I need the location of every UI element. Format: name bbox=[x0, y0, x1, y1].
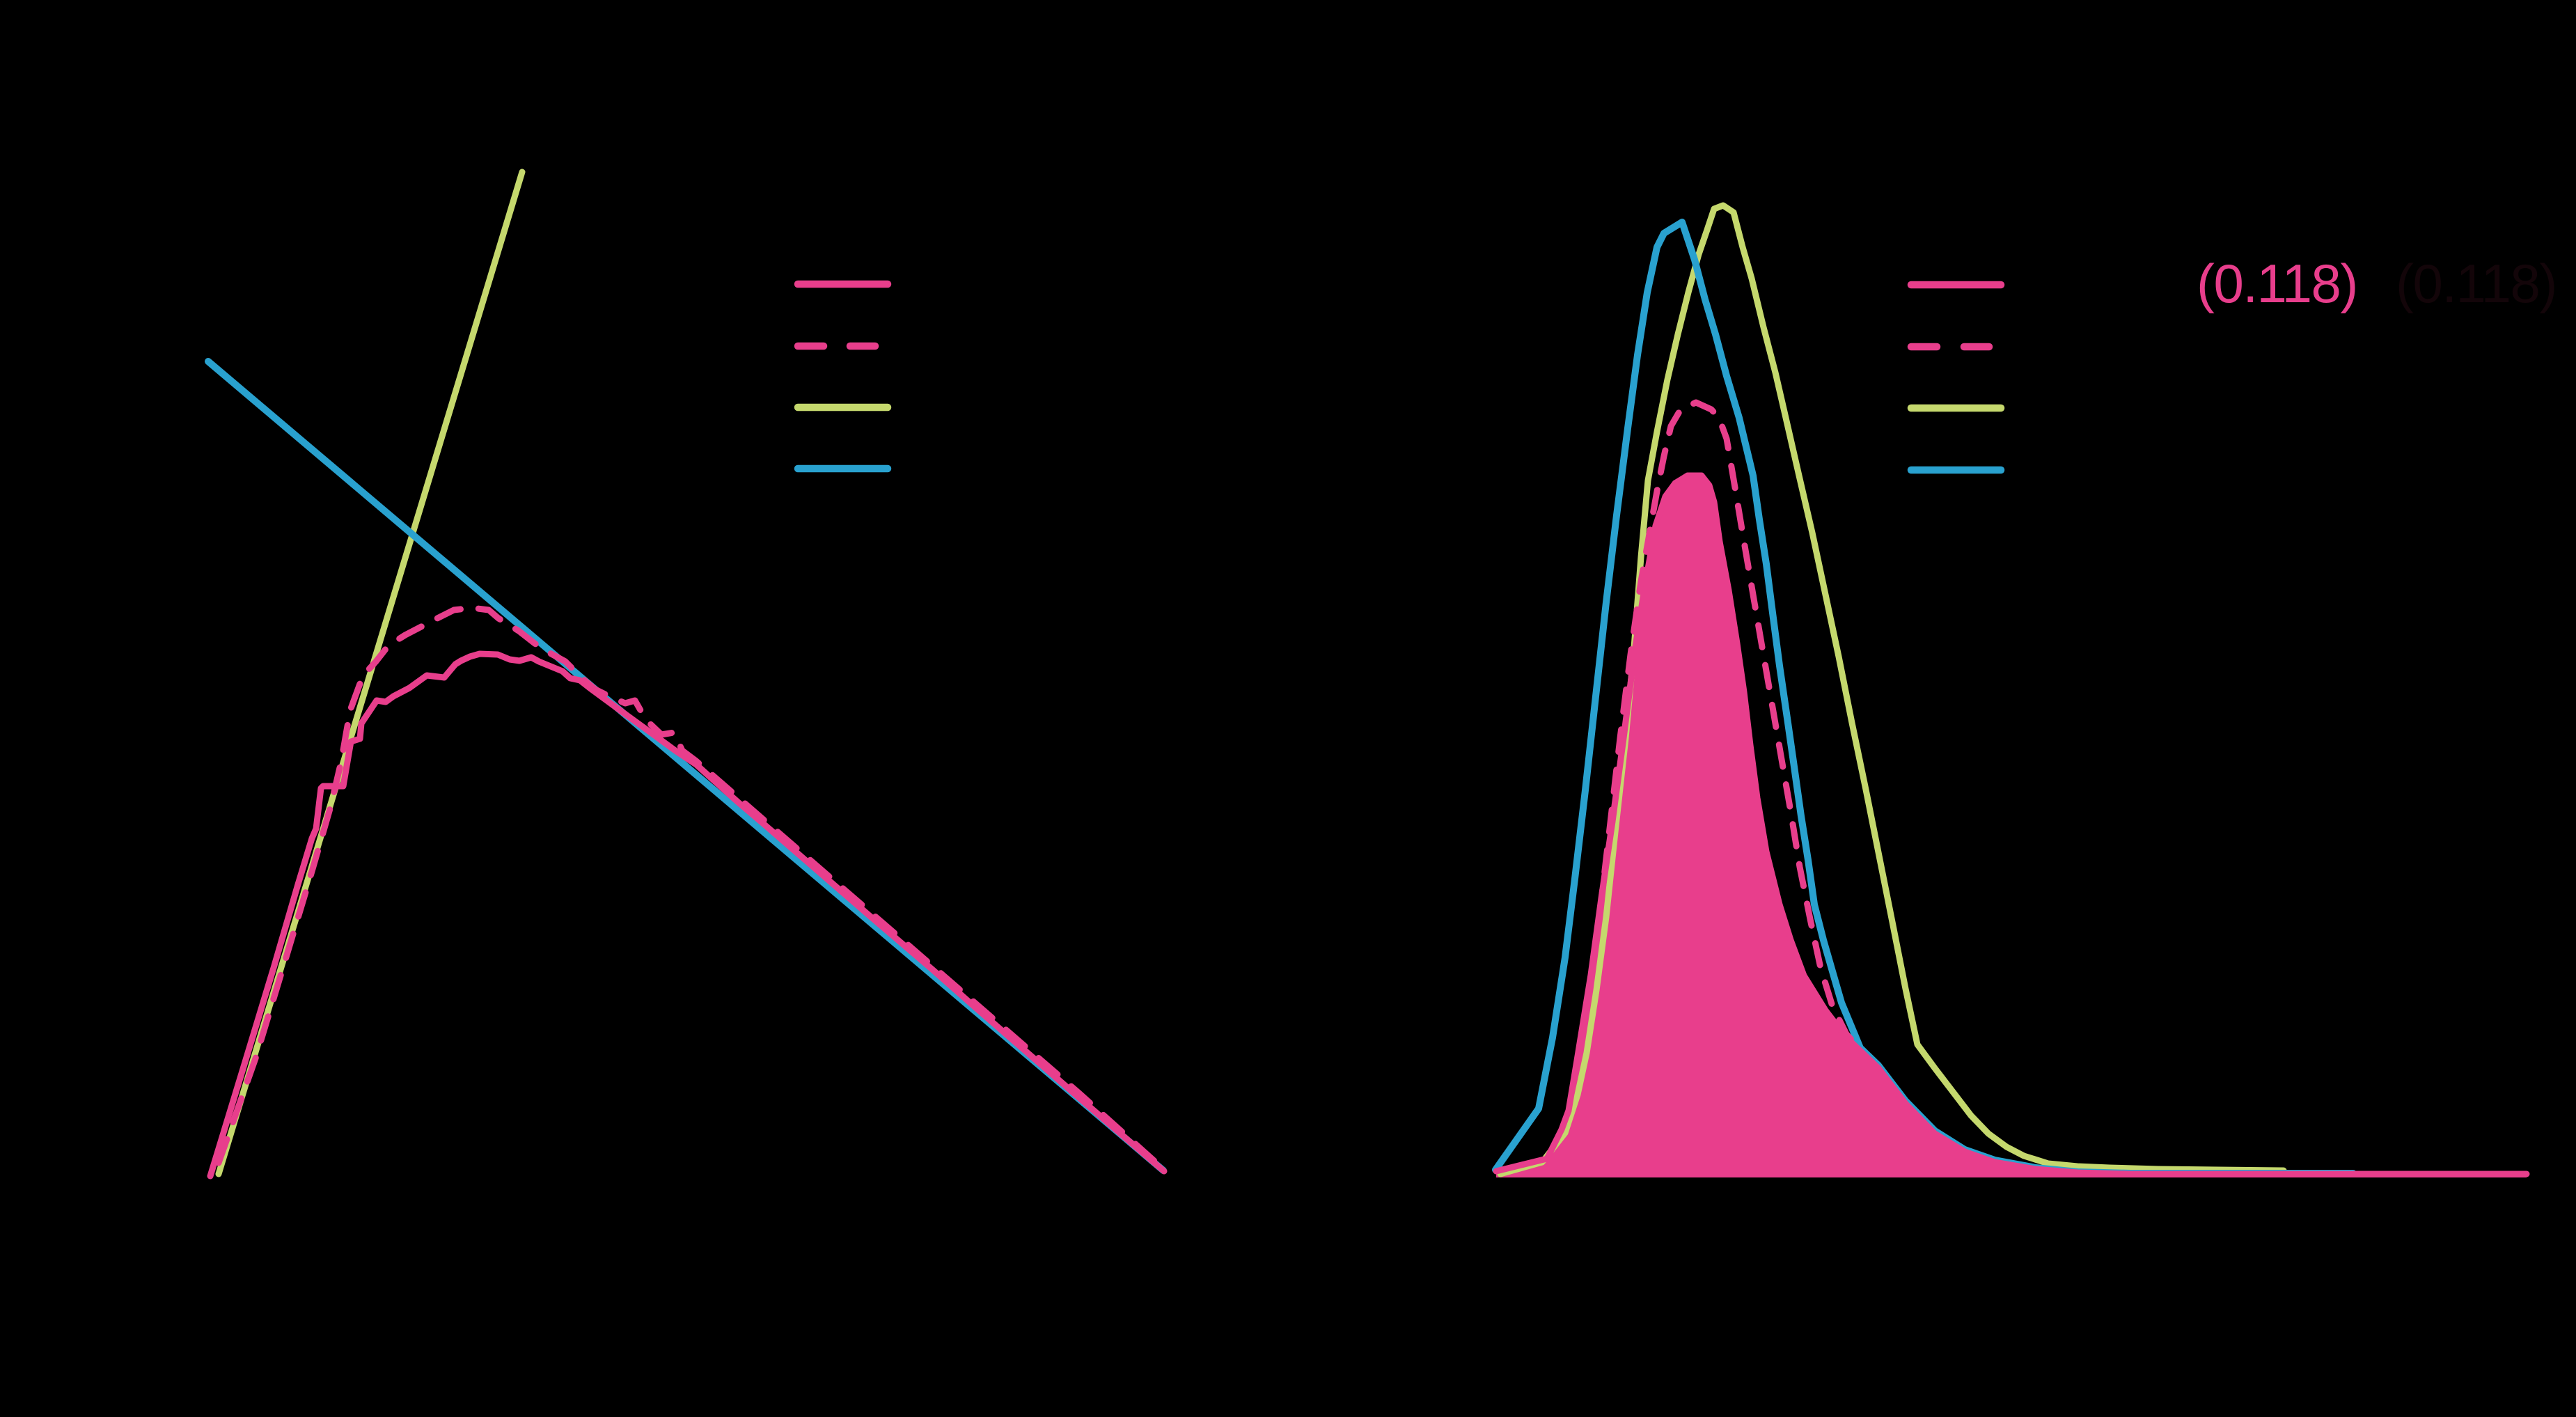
svg-text:(0.118): (0.118) bbox=[2396, 253, 2557, 314]
svg-text:(0.118): (0.118) bbox=[2197, 253, 2357, 314]
